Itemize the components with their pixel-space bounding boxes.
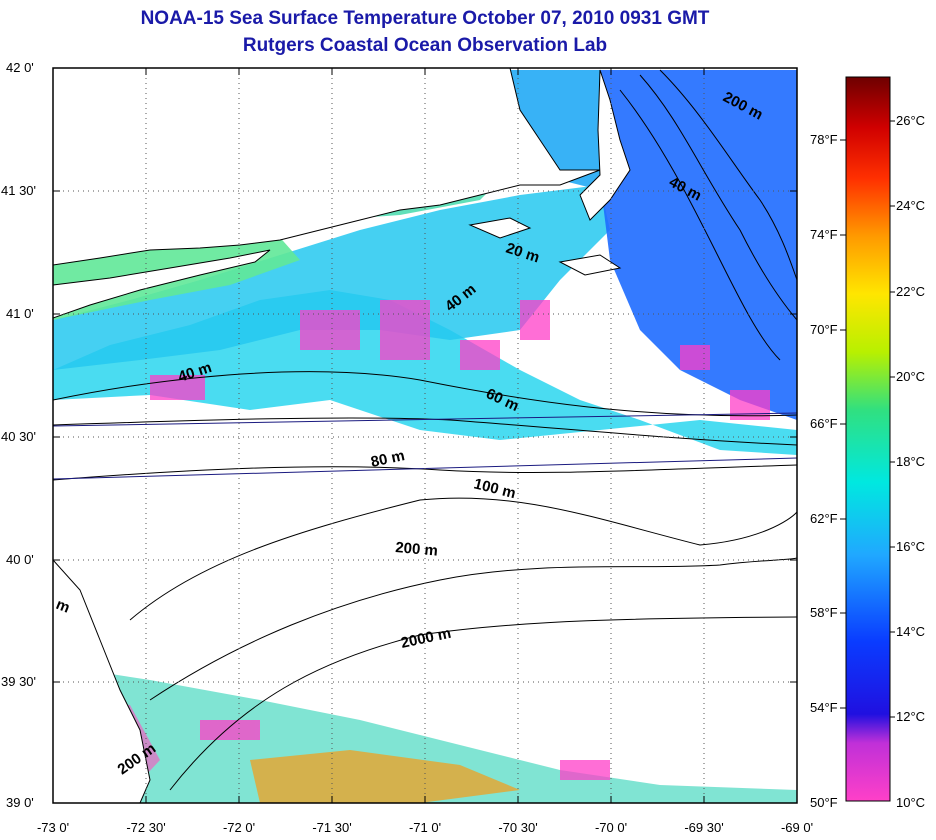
lat-label: 39 30'	[1, 674, 36, 689]
cb-f-label: 50°F	[810, 795, 838, 810]
colorbar: 78°F 74°F 70°F 66°F 62°F 58°F 54°F 50°F …	[810, 76, 925, 810]
depth-label: m	[54, 596, 73, 617]
cb-c-label: 16°C	[896, 539, 925, 554]
cb-f-label: 54°F	[810, 700, 838, 715]
sst-swath-gulfofmaine	[600, 70, 797, 420]
land-marthas-vineyard	[468, 217, 532, 239]
map-subtitle: Rutgers Coastal Ocean Observation Lab	[242, 35, 608, 56]
latitude-labels: 42 0' 41 30' 41 0' 40 30' 40 0' 39 30' 3…	[1, 60, 36, 810]
depth-label: 200 m	[395, 539, 439, 560]
land-newjersey	[53, 559, 151, 803]
sst-swath-shelf	[53, 185, 610, 370]
lon-label: -72 30'	[126, 820, 165, 835]
cb-f-label: 78°F	[810, 132, 838, 147]
cb-c-label: 10°C	[896, 795, 925, 810]
lon-label: -71 30'	[312, 820, 351, 835]
cb-f-label: 62°F	[810, 511, 838, 526]
colorbar-ticks	[840, 120, 895, 718]
lon-label: -72 0'	[223, 820, 255, 835]
graticule	[53, 68, 797, 803]
lat-label: 40 0'	[6, 552, 34, 567]
longitude-labels: -73 0' -72 30' -72 0' -71 30' -71 0' -70…	[37, 820, 813, 835]
land-nantucket	[558, 254, 622, 276]
land-connecticut	[53, 68, 601, 266]
cb-f-label: 70°F	[810, 322, 838, 337]
cb-c-label: 12°C	[896, 709, 925, 724]
colorbar-celsius: 26°C 24°C 22°C 20°C 18°C 16°C 14°C 12°C …	[896, 113, 925, 810]
lat-label: 42 0'	[6, 60, 34, 75]
lat-label: 40 30'	[1, 429, 36, 444]
cb-c-label: 26°C	[896, 113, 925, 128]
lat-label: 39 0'	[6, 795, 34, 810]
lon-label: -71 0'	[409, 820, 441, 835]
cb-c-label: 24°C	[896, 198, 925, 213]
land-capecod	[579, 69, 631, 221]
lon-label: -70 30'	[498, 820, 537, 835]
swath-edge-line	[53, 412, 797, 427]
land-longisland	[53, 249, 271, 319]
cb-f-label: 66°F	[810, 416, 838, 431]
bathymetry-contours	[53, 69, 797, 791]
map-title: NOAA-15 Sea Surface Temperature October …	[140, 8, 710, 29]
axis-ticks	[53, 68, 797, 803]
lat-label: 41 30'	[1, 183, 36, 198]
lon-label: -73 0'	[37, 820, 69, 835]
depth-label: 80 m	[369, 447, 406, 471]
lat-label: 41 0'	[6, 306, 34, 321]
lon-label: -69 30'	[684, 820, 723, 835]
lon-label: -69 0'	[781, 820, 813, 835]
cb-f-label: 74°F	[810, 227, 838, 242]
sst-swath-south-warm	[250, 750, 520, 803]
colorbar-fahrenheit: 78°F 74°F 70°F 66°F 62°F 58°F 54°F 50°F	[810, 132, 838, 810]
cb-c-label: 20°C	[896, 369, 925, 384]
cb-f-label: 58°F	[810, 605, 838, 620]
cb-c-label: 18°C	[896, 454, 925, 469]
cloud-mask	[90, 300, 770, 780]
cb-c-label: 22°C	[896, 284, 925, 299]
cb-c-label: 14°C	[896, 624, 925, 639]
colorbar-gradient	[845, 76, 891, 802]
map-area: 200 m 40 m 20 m 40 m 40 m 60 m 80 m 100 …	[53, 68, 797, 803]
lon-label: -70 0'	[595, 820, 627, 835]
